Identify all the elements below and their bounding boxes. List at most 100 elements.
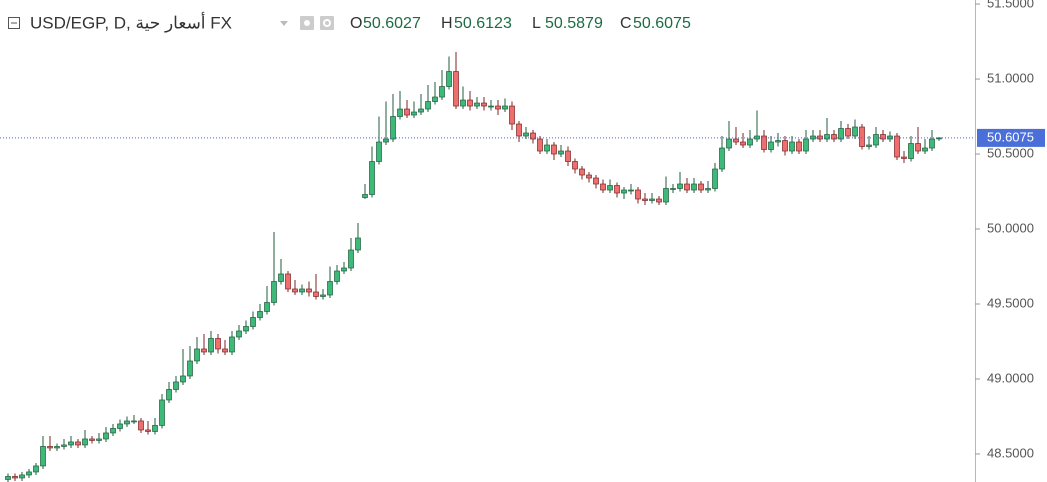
header-icons <box>8 16 334 30</box>
candle-body <box>145 429 151 432</box>
candle-body <box>782 140 788 152</box>
candles <box>5 52 942 482</box>
candle-body <box>131 420 137 423</box>
settings-icon[interactable] <box>320 16 334 30</box>
candle-body <box>824 134 830 140</box>
ohlc-value: 50.6027 <box>363 15 421 32</box>
candle-body <box>236 330 242 338</box>
candle-body <box>299 288 305 293</box>
ohlc-label: H <box>441 15 453 32</box>
candle-body <box>187 360 193 377</box>
candle-body <box>439 86 445 98</box>
candle-body <box>89 438 95 441</box>
candle-body <box>642 198 648 201</box>
settings-icon-gear <box>323 19 331 27</box>
candle-body <box>138 420 144 431</box>
ohlc-value: 50.6123 <box>454 15 512 32</box>
collapse-icon[interactable] <box>8 17 20 29</box>
candle-body <box>61 444 67 447</box>
candle-body <box>166 389 172 401</box>
candle-body <box>96 438 102 441</box>
candle-body <box>733 138 739 143</box>
candle-body <box>334 270 340 282</box>
candle-body <box>481 102 487 107</box>
candle-body <box>929 138 935 149</box>
candle-body <box>803 138 809 152</box>
candle-body <box>292 288 298 293</box>
candle-body <box>789 141 795 152</box>
candle-body <box>726 138 732 149</box>
candle-body <box>460 99 466 107</box>
candle-body <box>159 399 165 426</box>
candle-body <box>502 105 508 110</box>
candle-body <box>831 134 837 140</box>
candle-body <box>740 141 746 146</box>
candle-body <box>264 302 270 312</box>
candle-body <box>54 446 60 449</box>
candle-body <box>859 126 865 147</box>
candle-body <box>446 71 452 87</box>
candle-body <box>467 99 473 107</box>
candle-body <box>579 168 585 176</box>
last-price-label: 50.6075 <box>987 129 1034 144</box>
candle-body <box>649 198 655 201</box>
candle-body <box>656 198 662 203</box>
candle-body <box>537 138 543 152</box>
candle-body <box>922 147 928 152</box>
candle-body <box>796 141 802 152</box>
candle-body <box>495 105 501 110</box>
candle-body <box>306 288 312 293</box>
y-tick-label: 51.0000 <box>987 70 1034 85</box>
candle-body <box>530 132 536 140</box>
candle-body <box>47 446 53 449</box>
candle-body <box>768 141 774 150</box>
y-tick-label: 48.5000 <box>987 445 1034 460</box>
candle-body <box>915 143 921 152</box>
y-tick-label: 51.5000 <box>987 0 1034 10</box>
candle-body <box>817 135 823 140</box>
candle-body <box>180 375 186 383</box>
candle-body <box>775 140 781 143</box>
candle-body <box>628 189 634 192</box>
candle-body <box>411 111 417 116</box>
candle-body <box>124 420 130 425</box>
candle-body <box>838 128 844 140</box>
candle-body <box>369 161 375 195</box>
candle-body <box>285 273 291 290</box>
candle-body <box>488 105 494 108</box>
dropdown-arrow[interactable] <box>280 21 288 26</box>
candle-body <box>621 189 627 194</box>
candle-body <box>544 144 550 152</box>
candle-body <box>222 348 228 353</box>
visibility-icon-eye <box>304 20 310 26</box>
candle-body <box>12 476 18 479</box>
candle-body <box>845 128 851 137</box>
candle-body <box>5 476 11 480</box>
candle-body <box>103 432 109 440</box>
candle-body <box>670 188 676 190</box>
candle-body <box>551 144 557 155</box>
candle-body <box>208 338 214 353</box>
candle-body <box>313 291 319 297</box>
candle-body <box>110 428 116 434</box>
candle-body <box>894 135 900 158</box>
candle-body <box>586 174 592 179</box>
y-tick-label: 49.0000 <box>987 370 1034 385</box>
candle-body <box>558 150 564 155</box>
candle-body <box>719 147 725 170</box>
candle-body <box>600 183 606 191</box>
candle-body <box>390 116 396 140</box>
candle-body <box>614 185 620 194</box>
chart-title: USD/EGP, D, أسعار حية FX <box>30 11 232 33</box>
candle-body <box>761 135 767 150</box>
candle-body <box>509 105 515 125</box>
candle-body <box>747 138 753 146</box>
candle-body <box>348 249 354 269</box>
candle-body <box>691 183 697 191</box>
candle-body <box>75 441 81 446</box>
candle-body <box>243 326 249 332</box>
candle-body <box>866 144 872 147</box>
